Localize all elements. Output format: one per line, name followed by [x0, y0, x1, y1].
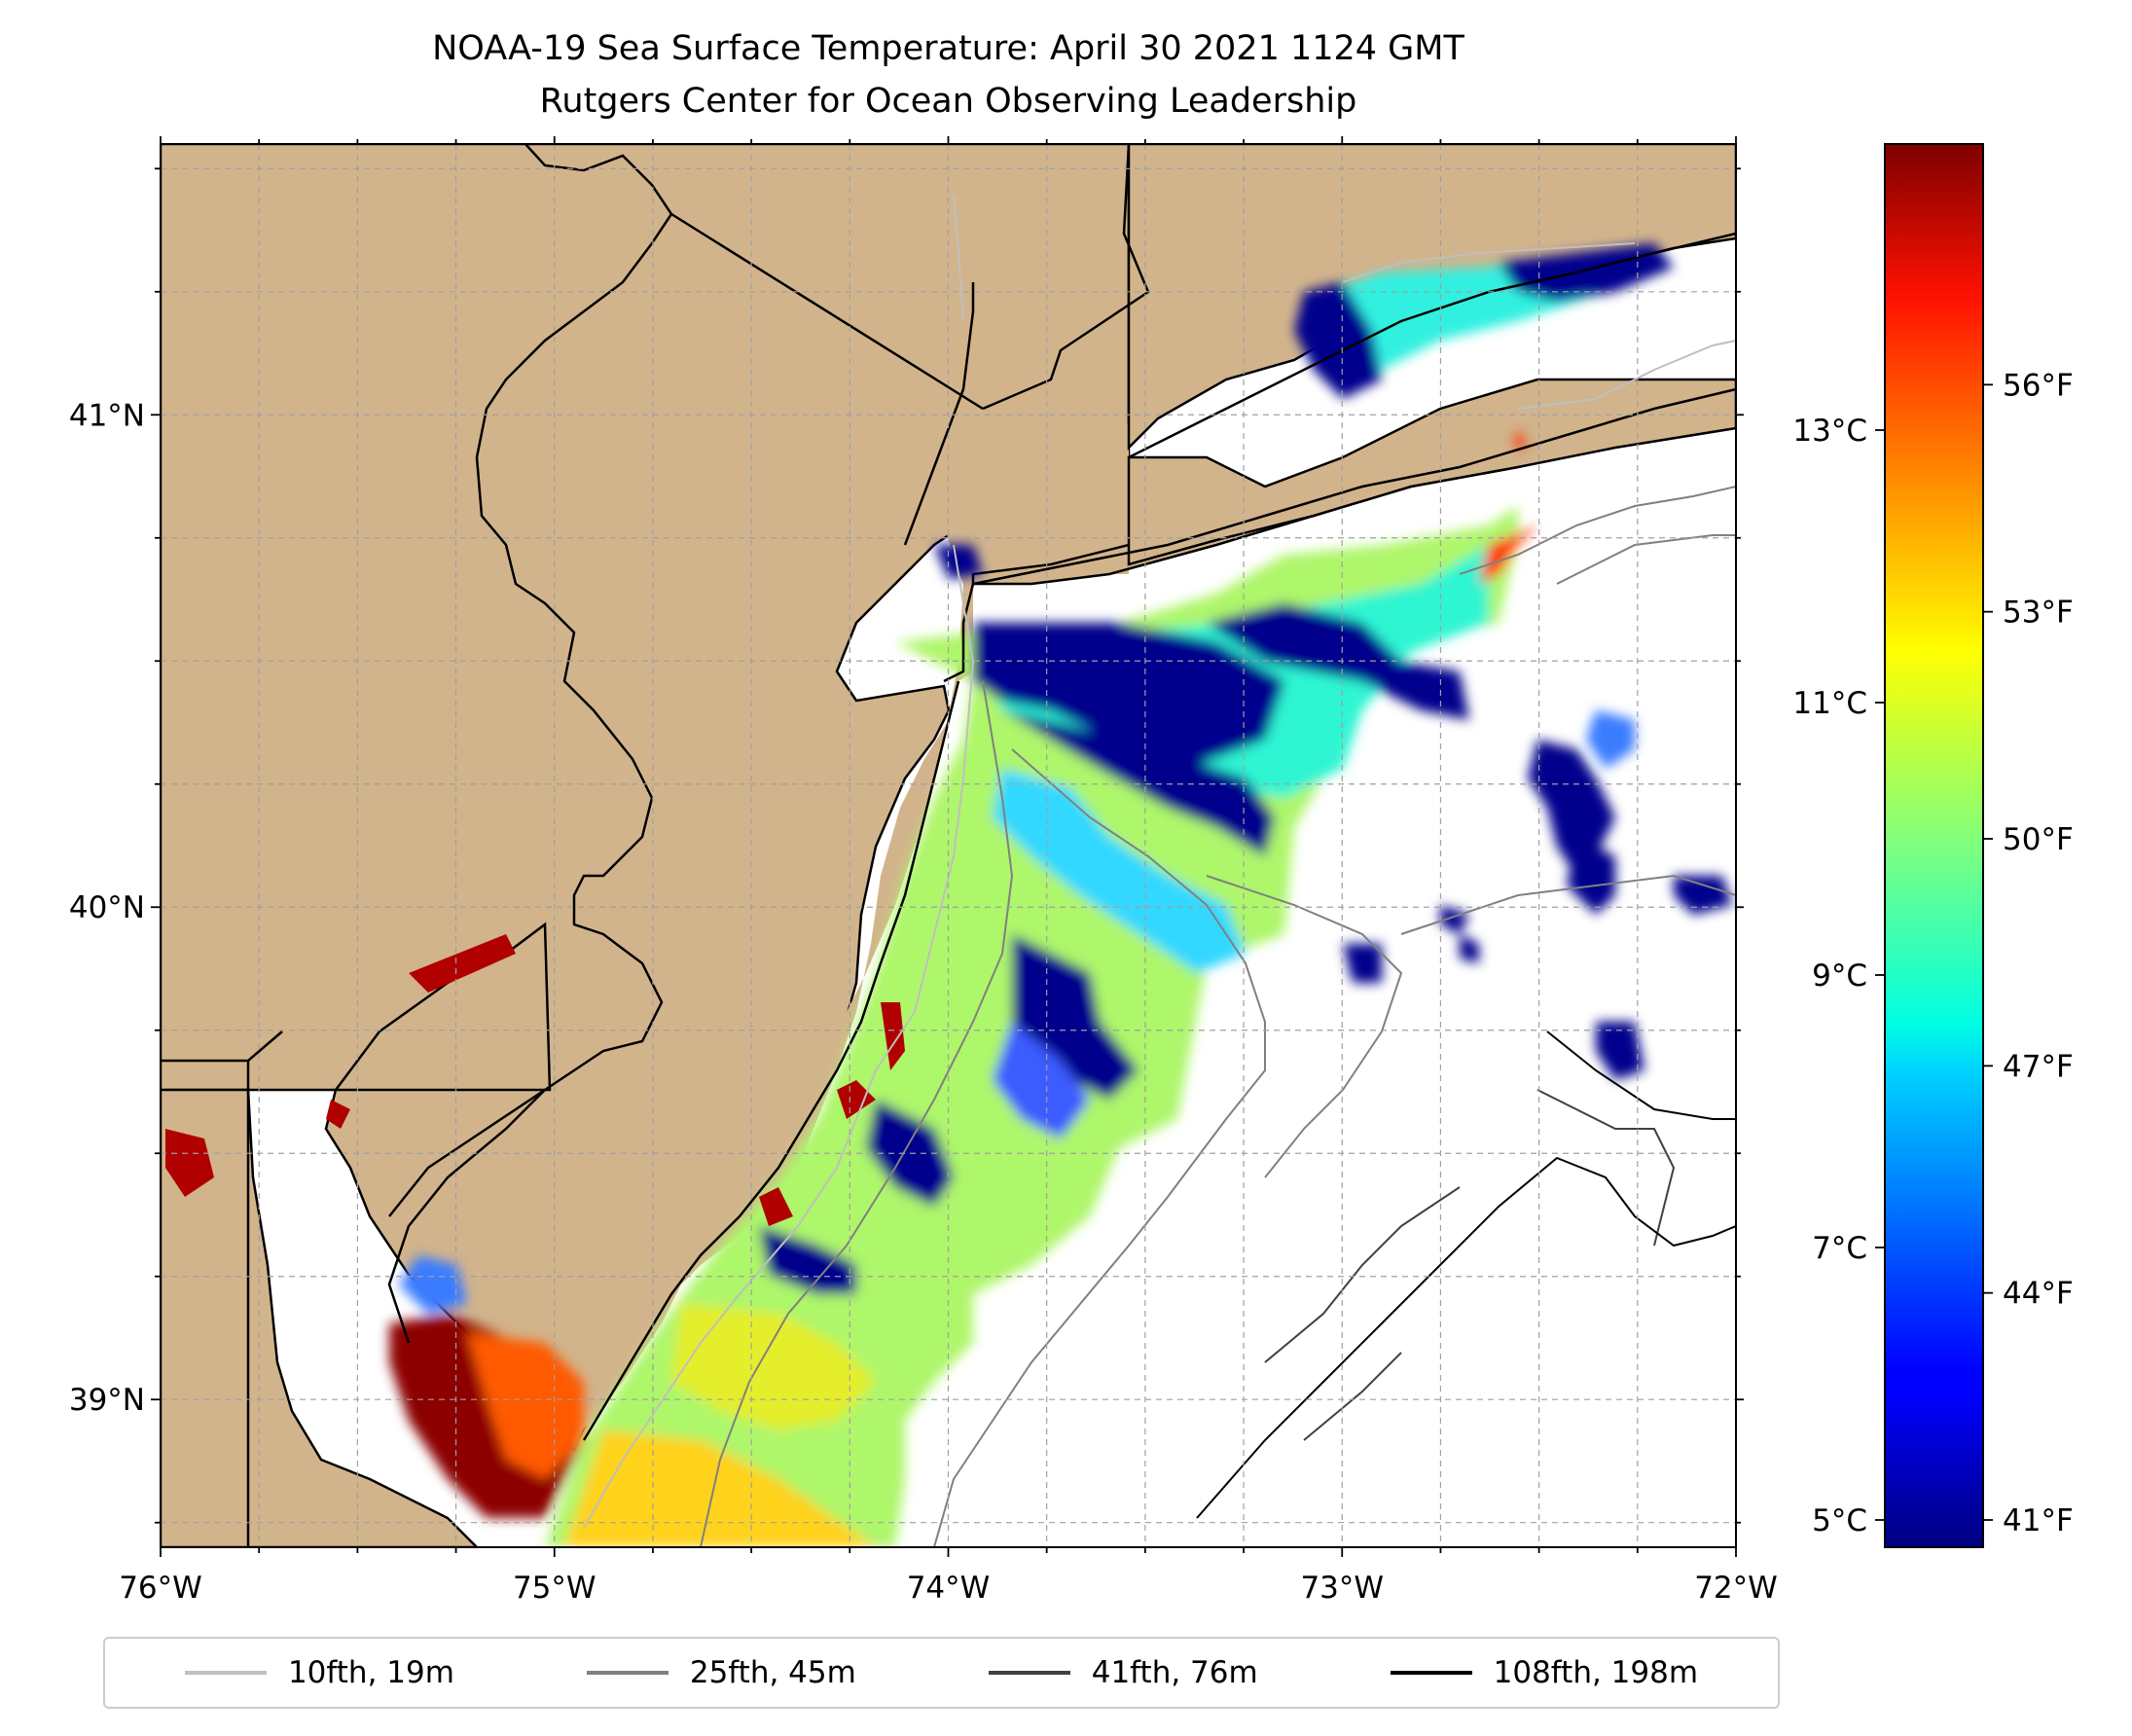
legend-item-108fth: 108fth, 198m — [1390, 1655, 1699, 1690]
legend-item-10fth: 10fth, 19m — [184, 1655, 454, 1690]
legend-label-25fth: 25fth, 45m — [689, 1655, 856, 1690]
depth-legend: 10fth, 19m 25fth, 45m 41fth, 76m 108fth,… — [103, 1637, 1780, 1709]
colorbar-celsius-label: 7°C — [1812, 1231, 1867, 1266]
gridlines — [161, 144, 1736, 1547]
map-subtitle: Rutgers Center for Ocean Observing Leade… — [539, 82, 1357, 121]
lon-tick-label: 74°W — [907, 1571, 991, 1606]
lat-tick-label: 40°N — [69, 890, 145, 925]
legend-line-108fth — [1390, 1671, 1472, 1675]
colorbar-fahrenheit-label: 41°F — [2003, 1503, 2074, 1538]
colorbar-fahrenheit-label: 47°F — [2003, 1049, 2074, 1084]
bathymetry-contours — [583, 194, 1736, 1547]
colorbar-celsius-label: 9°C — [1812, 958, 1867, 994]
colorbar-fahrenheit-label: 44°F — [2003, 1277, 2074, 1312]
lon-tick-label: 73°W — [1300, 1571, 1384, 1606]
legend-line-25fth — [586, 1671, 669, 1675]
lon-tick-label: 72°W — [1694, 1571, 1778, 1606]
colorbar-fahrenheit-label: 56°F — [2003, 368, 2074, 403]
legend-label-10fth: 10fth, 19m — [287, 1655, 454, 1690]
map-title: NOAA-19 Sea Surface Temperature: April 3… — [432, 29, 1464, 68]
latitude-labels: 41°N 40°N 39°N — [69, 398, 145, 1418]
colorbar: 5°C 7°C 9°C 11°C 13°C 41°F 44°F 47°F 50°F 53°F 56… — [1792, 143, 2074, 1548]
map-area — [161, 144, 1736, 1547]
colorbar-fahrenheit-label: 50°F — [2003, 822, 2074, 857]
legend-item-25fth: 25fth, 45m — [586, 1655, 856, 1690]
lat-tick-label: 41°N — [69, 398, 145, 433]
coastline — [387, 232, 1736, 1441]
lat-tick-label: 39°N — [69, 1383, 145, 1418]
colorbar-celsius-labels: 5°C 7°C 9°C 11°C 13°C — [1792, 414, 1867, 1538]
colorbar-celsius-label: 13°C — [1792, 414, 1867, 449]
legend-label-41fth: 41fth, 76m — [1091, 1655, 1258, 1690]
colorbar-gradient — [1884, 143, 1984, 1548]
state-borders — [161, 144, 1150, 1547]
land — [161, 144, 1736, 1547]
legend-label-108fth: 108fth, 198m — [1493, 1655, 1699, 1690]
legend-item-41fth: 41fth, 76m — [988, 1655, 1258, 1690]
colorbar-celsius-label: 11°C — [1792, 686, 1867, 721]
legend-line-10fth — [184, 1671, 267, 1675]
legend-line-41fth — [988, 1671, 1070, 1675]
colorbar-fahrenheit-labels: 41°F 44°F 47°F 50°F 53°F 56°F — [2003, 368, 2074, 1538]
lon-tick-label: 76°W — [119, 1571, 202, 1606]
colorbar-celsius-label: 5°C — [1812, 1503, 1867, 1538]
colorbar-fahrenheit-label: 53°F — [2003, 596, 2074, 631]
lon-tick-label: 75°W — [513, 1571, 596, 1606]
coastal-warm-pixels — [165, 934, 905, 1226]
axis-ticks — [151, 136, 1744, 1557]
longitude-labels: 76°W 75°W 74°W 73°W 72°W — [119, 1571, 1778, 1606]
